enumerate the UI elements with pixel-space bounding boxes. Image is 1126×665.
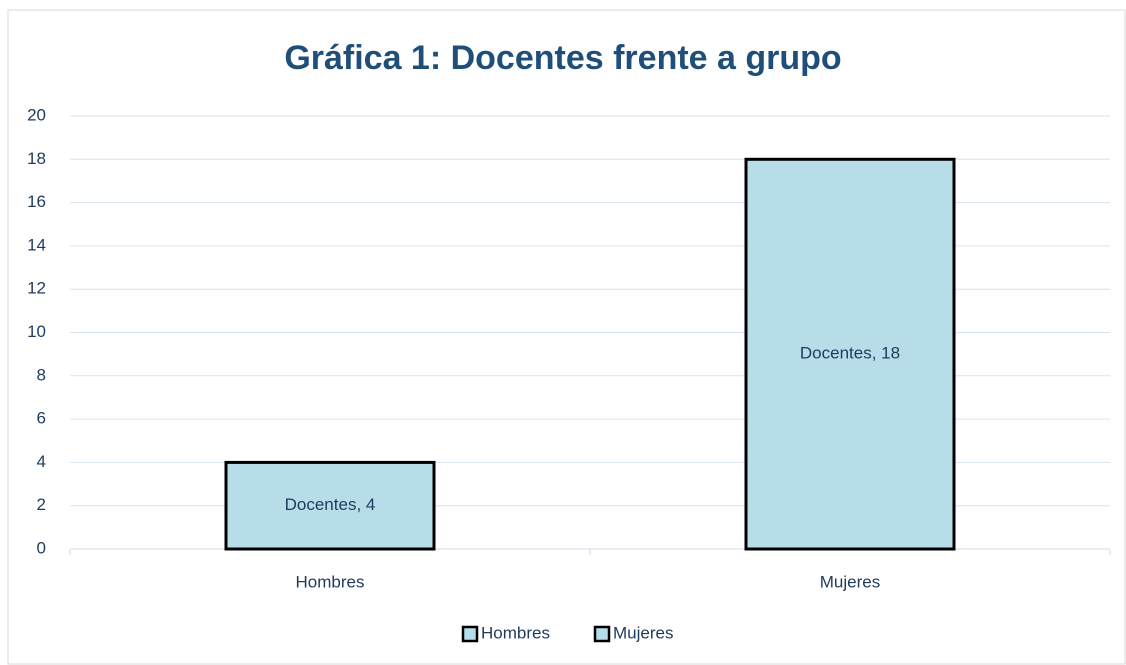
legend-label: Mujeres bbox=[613, 623, 673, 642]
y-tick-label: 16 bbox=[27, 192, 46, 211]
y-tick-label: 18 bbox=[27, 149, 46, 168]
y-tick-label: 12 bbox=[27, 279, 46, 298]
chart-title: Gráfica 1: Docentes frente a grupo bbox=[284, 39, 841, 77]
legend-swatch bbox=[593, 625, 611, 643]
data-label: Docentes, 4 bbox=[285, 495, 376, 514]
x-tick-label: Hombres bbox=[296, 572, 365, 591]
chart-border bbox=[7, 9, 1126, 665]
y-tick-label: 10 bbox=[27, 322, 46, 341]
y-tick-label: 0 bbox=[37, 538, 46, 557]
bar bbox=[744, 157, 956, 551]
y-tick-label: 2 bbox=[37, 495, 46, 514]
y-tick-label: 8 bbox=[37, 365, 46, 384]
legend-label: Hombres bbox=[481, 623, 550, 642]
y-tick-label: 4 bbox=[37, 452, 46, 471]
y-tick-label: 6 bbox=[37, 409, 46, 428]
x-tick-label: Mujeres bbox=[820, 572, 880, 591]
y-tick-label: 14 bbox=[27, 235, 46, 254]
data-label: Docentes, 18 bbox=[800, 344, 900, 363]
y-tick-label: 20 bbox=[27, 105, 46, 124]
bar bbox=[224, 460, 436, 551]
legend-swatch bbox=[461, 625, 479, 643]
